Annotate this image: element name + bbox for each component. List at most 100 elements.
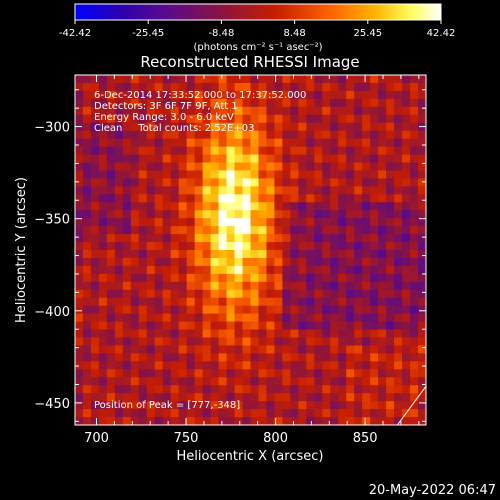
- heatmap-cell: [154, 242, 164, 251]
- heatmap-cell: [322, 90, 331, 100]
- heatmap-cell: [122, 385, 132, 394]
- heatmap-cell: [82, 106, 92, 116]
- heatmap-cell: [362, 218, 371, 227]
- heatmap-cell: [170, 401, 180, 410]
- x-tick-label: 750: [174, 431, 199, 446]
- heatmap-cell: [170, 377, 180, 386]
- heatmap-cell: [338, 170, 347, 179]
- heatmap-cell: [202, 186, 212, 195]
- heatmap-cell: [354, 250, 363, 259]
- heatmap-cell: [218, 202, 228, 211]
- heatmap-cell: [178, 337, 188, 347]
- heatmap-cell: [410, 353, 419, 362]
- heatmap-cell: [75, 313, 84, 323]
- heatmap-cell: [346, 337, 355, 347]
- heatmap-cell: [234, 218, 244, 227]
- heatmap-cell: [402, 273, 411, 283]
- heatmap-cell: [82, 393, 92, 402]
- heatmap-cell: [298, 361, 307, 370]
- heatmap-cell: [75, 369, 84, 378]
- heatmap-cell: [218, 297, 228, 307]
- heatmap-cell: [306, 369, 315, 378]
- heatmap-cell: [146, 122, 156, 132]
- heatmap-cell: [114, 313, 124, 323]
- heatmap-cell: [162, 234, 172, 243]
- heatmap-cell: [75, 242, 84, 251]
- heatmap-cell: [122, 313, 132, 323]
- heatmap-cell: [114, 226, 124, 235]
- heatmap-cell: [274, 114, 284, 124]
- heatmap-cell: [378, 75, 387, 84]
- heatmap-cell: [194, 194, 204, 203]
- heatmap-cell: [178, 369, 188, 378]
- heatmap-cell: [282, 250, 291, 259]
- heatmap-cell: [90, 273, 100, 283]
- heatmap-cell: [202, 289, 212, 299]
- heatmap-cell: [386, 106, 395, 116]
- heatmap-cell: [274, 90, 284, 100]
- heatmap-cell: [402, 401, 411, 410]
- heatmap-cell: [218, 385, 228, 394]
- heatmap-cell: [386, 377, 395, 386]
- heatmap-cell: [378, 297, 387, 307]
- heatmap-cell: [290, 130, 299, 140]
- heatmap-cell: [266, 170, 276, 179]
- heatmap-cell: [186, 345, 196, 354]
- heatmap-cell: [298, 297, 307, 307]
- heatmap-cell: [98, 242, 108, 251]
- heatmap-cell: [418, 194, 426, 203]
- heatmap-cell: [242, 257, 252, 267]
- heatmap-cell: [194, 210, 204, 219]
- heatmap-cell: [362, 75, 371, 84]
- heatmap-cell: [394, 186, 403, 195]
- heatmap-cell: [394, 297, 403, 307]
- heatmap-cell: [242, 409, 252, 418]
- heatmap-cell: [202, 401, 212, 410]
- heatmap-cell: [218, 289, 228, 299]
- heatmap-cell: [338, 265, 347, 275]
- heatmap-cell: [258, 202, 268, 211]
- heatmap-cell: [170, 337, 180, 347]
- heatmap-cell: [130, 146, 140, 156]
- heatmap-cell: [290, 234, 299, 243]
- heatmap-cell: [154, 178, 164, 187]
- heatmap-cell: [210, 202, 220, 211]
- heatmap-cell: [75, 138, 84, 148]
- heatmap-cell: [418, 321, 426, 331]
- heatmap-cell: [162, 353, 172, 362]
- heatmap-cell: [114, 162, 124, 172]
- heatmap-cell: [410, 345, 419, 354]
- heatmap-cell: [210, 146, 220, 156]
- heatmap-cell: [75, 345, 84, 354]
- heatmap-cell: [354, 122, 363, 132]
- heatmap-cell: [75, 265, 84, 275]
- heatmap-cell: [106, 337, 116, 347]
- heatmap-cell: [362, 361, 371, 370]
- heatmap-cell: [122, 130, 132, 140]
- heatmap-cell: [330, 409, 339, 418]
- heatmap-cell: [266, 130, 276, 140]
- heatmap-cell: [322, 178, 331, 187]
- heatmap-cell: [378, 130, 387, 140]
- heatmap-cell: [418, 170, 426, 179]
- heatmap-cell: [346, 130, 355, 140]
- heatmap-cell: [314, 130, 323, 140]
- heatmap-cell: [178, 353, 188, 362]
- heatmap-cell: [306, 218, 315, 227]
- heatmap-cell: [354, 361, 363, 370]
- heatmap-cell: [298, 409, 307, 418]
- heatmap-cell: [90, 90, 100, 100]
- heatmap-cell: [338, 281, 347, 291]
- heatmap-cell: [242, 417, 252, 425]
- heatmap-cell: [234, 393, 244, 402]
- heatmap-cell: [194, 337, 204, 347]
- heatmap-cell: [218, 90, 228, 100]
- heatmap-cell: [138, 114, 148, 124]
- heatmap-cell: [114, 138, 124, 148]
- heatmap-cell: [386, 313, 395, 323]
- heatmap-cell: [210, 178, 220, 187]
- heatmap-cell: [170, 138, 180, 148]
- heatmap-cell: [130, 138, 140, 148]
- heatmap-cell: [75, 281, 84, 291]
- heatmap-cell: [370, 377, 379, 386]
